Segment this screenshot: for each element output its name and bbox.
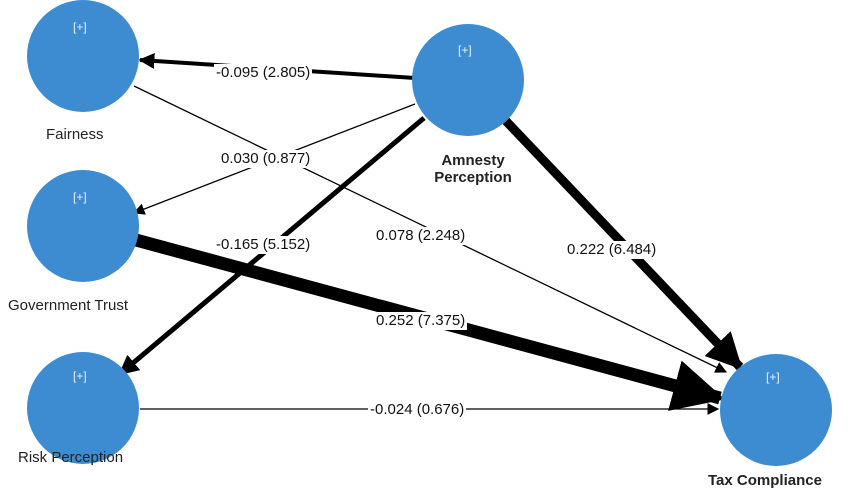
node-tax-compliance[interactable] — [720, 354, 832, 466]
amnesty-perception-expand-toggle[interactable]: [+] — [458, 43, 472, 57]
path-label-amnesty-fairness: -0.095 (2.805) — [214, 64, 313, 82]
node-fairness[interactable] — [27, 0, 139, 112]
node-government-trust[interactable] — [27, 170, 139, 282]
fairness-expand-toggle[interactable]: [+] — [73, 20, 87, 34]
risk-perception-label: Risk Perception — [18, 449, 124, 466]
path-label-government-tax: 0.252 (7.375) — [374, 312, 468, 330]
government-trust-expand-toggle[interactable]: [+] — [73, 190, 87, 204]
risk-perception-expand-toggle[interactable]: [+] — [73, 369, 87, 383]
path-label-fairness-tax: 0.078 (2.248) — [374, 227, 468, 245]
nodes-layer — [27, 0, 832, 466]
amnesty-perception-label-line2: Perception — [434, 169, 512, 186]
government-trust-label: Government Trust — [8, 297, 129, 314]
path-label-amnesty-tax: 0.222 (6.484) — [565, 241, 659, 259]
tax-compliance-expand-toggle[interactable]: [+] — [766, 370, 780, 384]
amnesty-perception-label: Amnesty Perception — [425, 152, 521, 186]
node-risk-perception[interactable] — [27, 352, 139, 464]
path-label-risk-tax: -0.024 (0.676) — [368, 401, 467, 419]
node-amnesty-perception[interactable] — [412, 24, 524, 136]
path-label-amnesty-risk: -0.165 (5.152) — [214, 236, 313, 254]
fairness-label: Fairness — [46, 126, 104, 143]
tax-compliance-label: Tax Compliance — [708, 472, 822, 489]
amnesty-perception-label-line1: Amnesty — [441, 152, 505, 169]
path-label-amnesty-government-trust: 0.030 (0.877) — [219, 150, 313, 168]
